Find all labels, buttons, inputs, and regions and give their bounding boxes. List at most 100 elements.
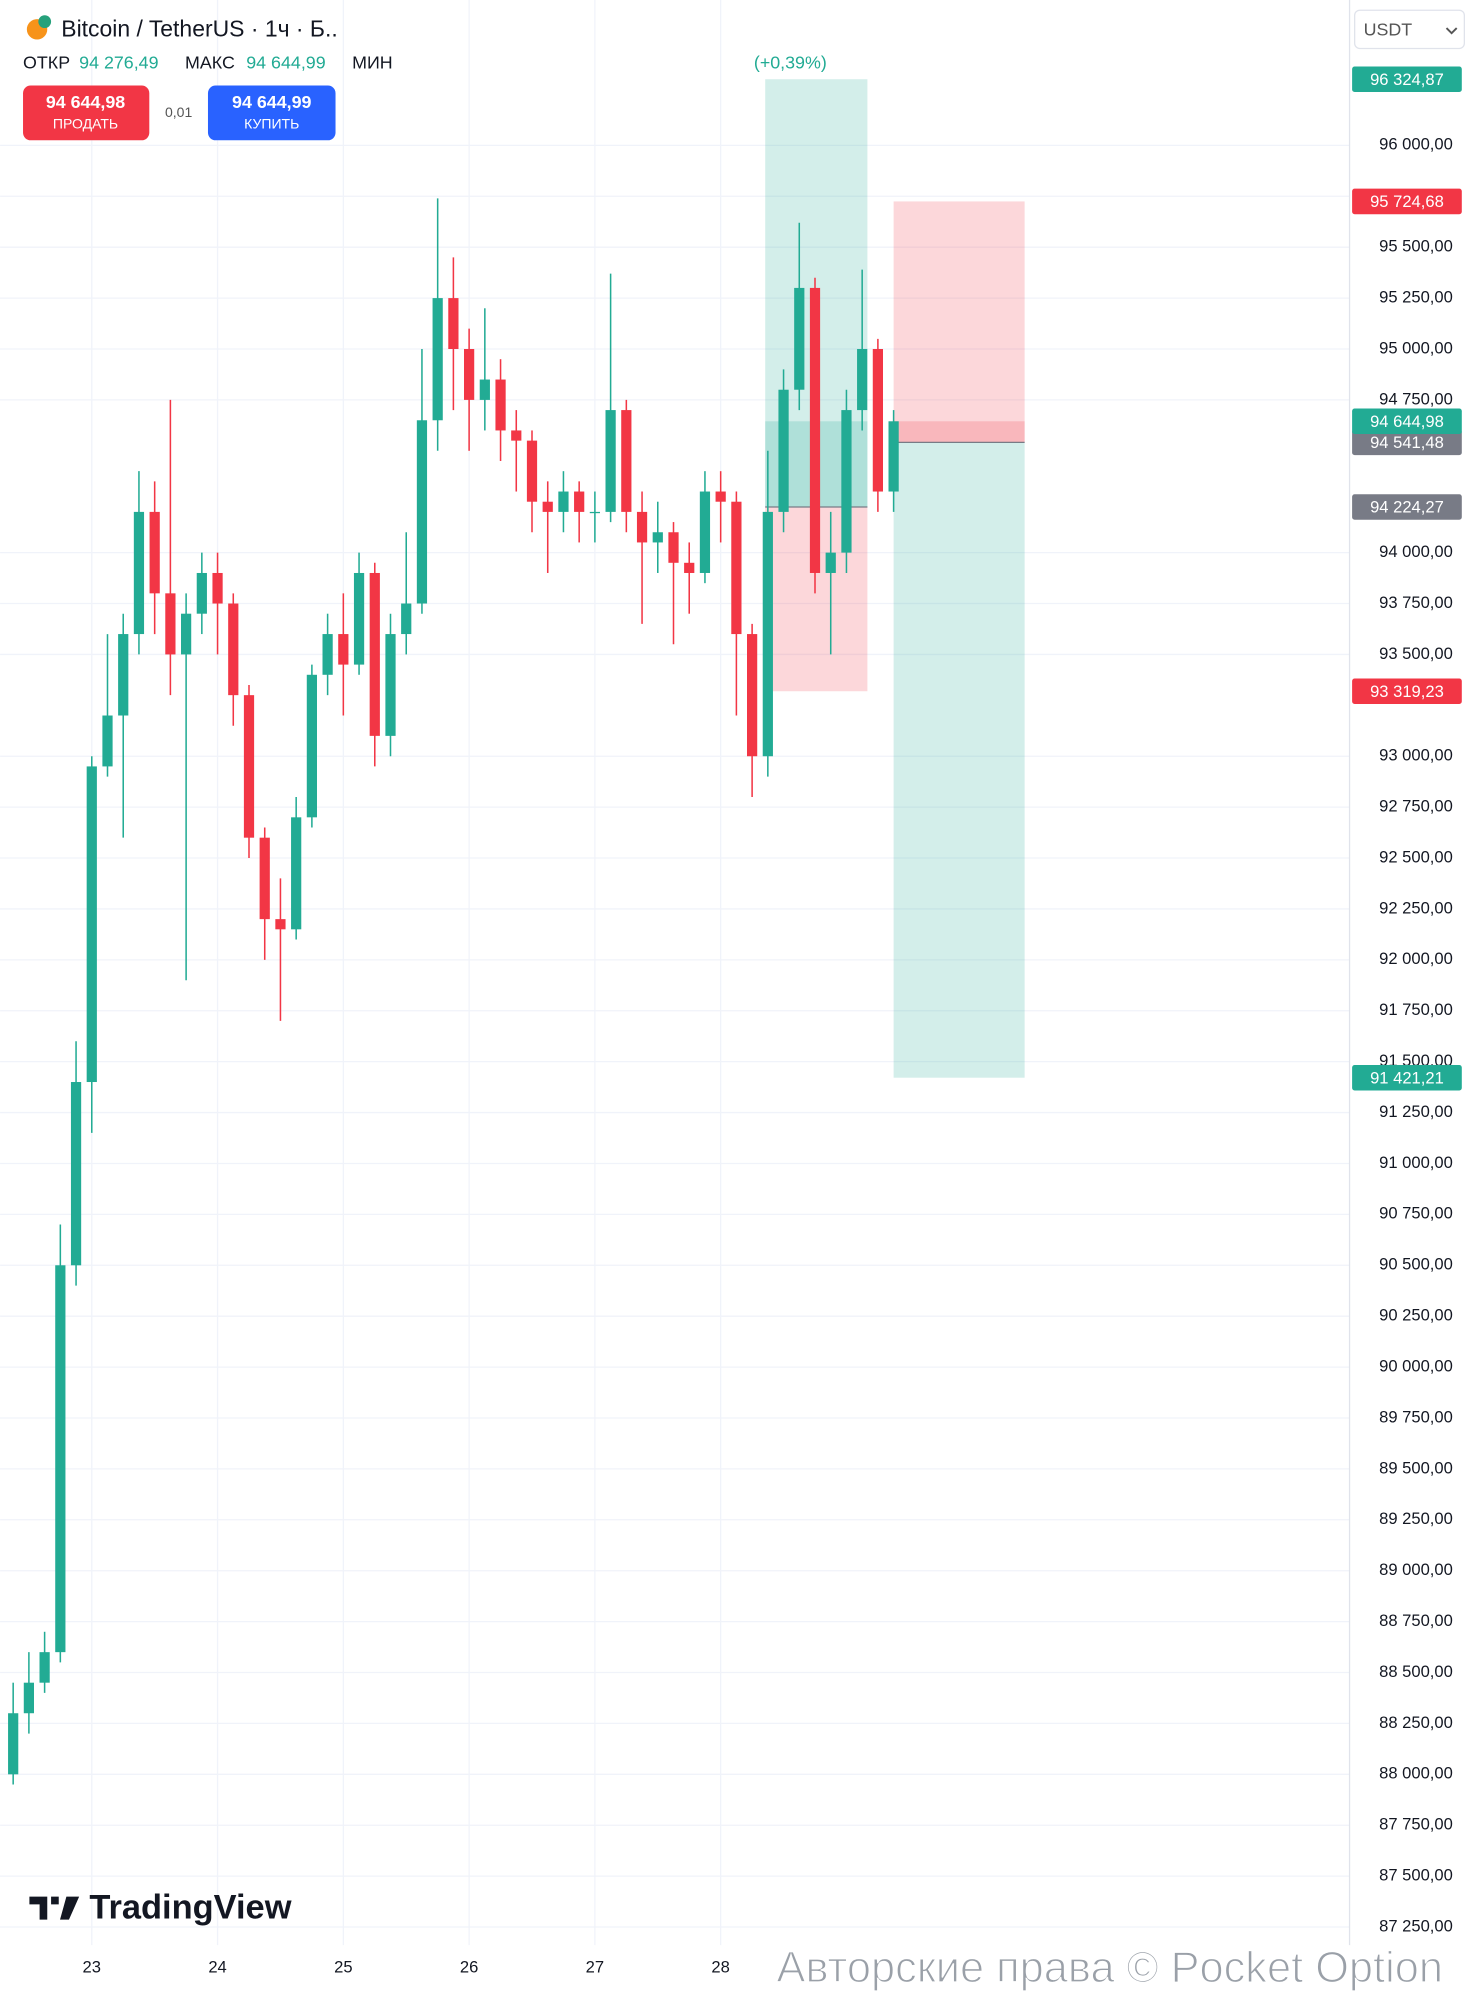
y-tick-label: 89 000,00 — [1379, 1560, 1453, 1579]
quantity: 0,01 — [165, 104, 192, 120]
price-label: 94 644,98 — [1370, 412, 1444, 431]
y-tick-label: 93 500,00 — [1379, 644, 1453, 663]
sell-label[interactable]: ПРОДАТЬ — [53, 116, 118, 132]
currency[interactable]: USDT — [1364, 19, 1413, 39]
y-tick-label: 91 250,00 — [1379, 1102, 1453, 1121]
candles — [8, 198, 899, 1785]
x-tick-label: 27 — [586, 1957, 604, 1976]
y-tick-label: 90 250,00 — [1379, 1306, 1453, 1325]
candle-body — [102, 715, 113, 767]
logo: TradingView — [29, 1889, 292, 1927]
progress-zone — [893, 421, 1025, 443]
candle-body — [872, 348, 883, 492]
ohlc-label: МИН — [352, 52, 393, 72]
candle-body — [526, 440, 538, 502]
candle-body — [652, 532, 663, 543]
candle-body — [432, 298, 443, 421]
price-label: 93 319,23 — [1370, 682, 1444, 701]
price-label: 94 224,27 — [1370, 498, 1444, 517]
candle-body — [857, 348, 868, 411]
y-tick-label: 87 250,00 — [1379, 1916, 1453, 1935]
ohlc-value: 94 644,99 — [246, 52, 325, 72]
sell-button[interactable] — [23, 85, 150, 141]
y-tick-label: 95 500,00 — [1379, 237, 1453, 256]
price-label: 95 724,68 — [1370, 192, 1444, 211]
candle-body — [668, 532, 679, 563]
x-tick-label: 25 — [334, 1957, 352, 1976]
candle-body — [511, 430, 522, 441]
price-label: 91 421,21 — [1370, 1068, 1444, 1087]
y-tick-label: 93 000,00 — [1379, 746, 1453, 765]
sell-price[interactable]: 94 644,98 — [46, 92, 125, 112]
price-label: 94 541,48 — [1370, 433, 1444, 452]
candle-body — [165, 593, 176, 655]
candle-body — [888, 421, 899, 492]
currency-select[interactable] — [1354, 9, 1465, 50]
candle-body — [306, 674, 317, 818]
candle-body — [385, 634, 396, 736]
y-tick-label: 93 750,00 — [1379, 593, 1453, 612]
y-tick-label: 90 000,00 — [1379, 1356, 1453, 1375]
candle-body — [291, 817, 302, 930]
candle-body — [133, 511, 145, 635]
buy-price[interactable]: 94 644,99 — [232, 92, 311, 112]
y-tick-label: 89 500,00 — [1379, 1458, 1453, 1477]
y-tick-label: 92 000,00 — [1379, 949, 1453, 968]
y-tick-label: 95 000,00 — [1379, 338, 1453, 357]
y-tick-label: 91 000,00 — [1379, 1153, 1453, 1172]
candle-body — [338, 634, 349, 665]
candle-body — [149, 511, 160, 594]
header: Bitcoin / TetherUS · 1ч · Б.. ОТКР 94 27… — [23, 9, 1465, 141]
target-zone — [893, 442, 1025, 1078]
candle-body — [778, 389, 789, 512]
candle-body — [322, 634, 333, 675]
y-tick-label: 90 750,00 — [1379, 1204, 1453, 1223]
candle-body — [23, 1682, 35, 1714]
ohlc-value: 94 276,49 — [79, 52, 158, 72]
y-tick-label: 87 750,00 — [1379, 1815, 1453, 1834]
x-tick-label: 24 — [208, 1957, 226, 1976]
price-label: 96 324,87 — [1370, 70, 1444, 89]
candle-body — [464, 348, 475, 400]
grid — [0, 0, 1350, 1946]
change: (+0,39%) — [754, 52, 827, 72]
logo-mark — [29, 1896, 80, 1920]
logo-text: TradingView — [89, 1889, 291, 1927]
candle-body — [762, 511, 773, 757]
candle-body — [228, 603, 239, 696]
candle-body — [495, 379, 506, 431]
ohlc-label: МАКС — [185, 52, 235, 72]
candle-body — [747, 634, 758, 757]
y-tick-label: 92 250,00 — [1379, 898, 1453, 917]
price-label-bg — [1352, 188, 1462, 215]
candle-body — [196, 572, 207, 614]
candle-body — [636, 511, 648, 543]
candle-body — [574, 491, 585, 512]
candle-body — [558, 491, 569, 512]
candle-body — [181, 613, 192, 655]
candle-body — [809, 287, 821, 573]
buy-label[interactable]: КУПИТЬ — [244, 116, 299, 132]
stop-zone — [893, 201, 1025, 443]
candle-body — [699, 491, 711, 573]
candle-body — [621, 410, 632, 512]
candle-body — [841, 410, 852, 553]
price-label-bg — [1352, 66, 1462, 92]
positions — [765, 79, 1025, 1078]
buy-button[interactable] — [207, 85, 336, 141]
x-tick-label: 28 — [711, 1957, 729, 1976]
y-tick-label: 92 750,00 — [1379, 797, 1453, 816]
candle-body — [401, 603, 412, 635]
candle-body — [479, 379, 490, 400]
y-tick-label: 90 500,00 — [1379, 1255, 1453, 1274]
candle-body — [212, 572, 223, 604]
candle-body — [794, 287, 805, 390]
candle-body — [275, 919, 286, 930]
candle-body — [416, 420, 428, 604]
price-label-bg — [1352, 678, 1462, 704]
price-label-bg — [1352, 1064, 1462, 1091]
y-tick-label: 88 750,00 — [1379, 1611, 1453, 1630]
x-tick-label: 23 — [83, 1957, 101, 1976]
